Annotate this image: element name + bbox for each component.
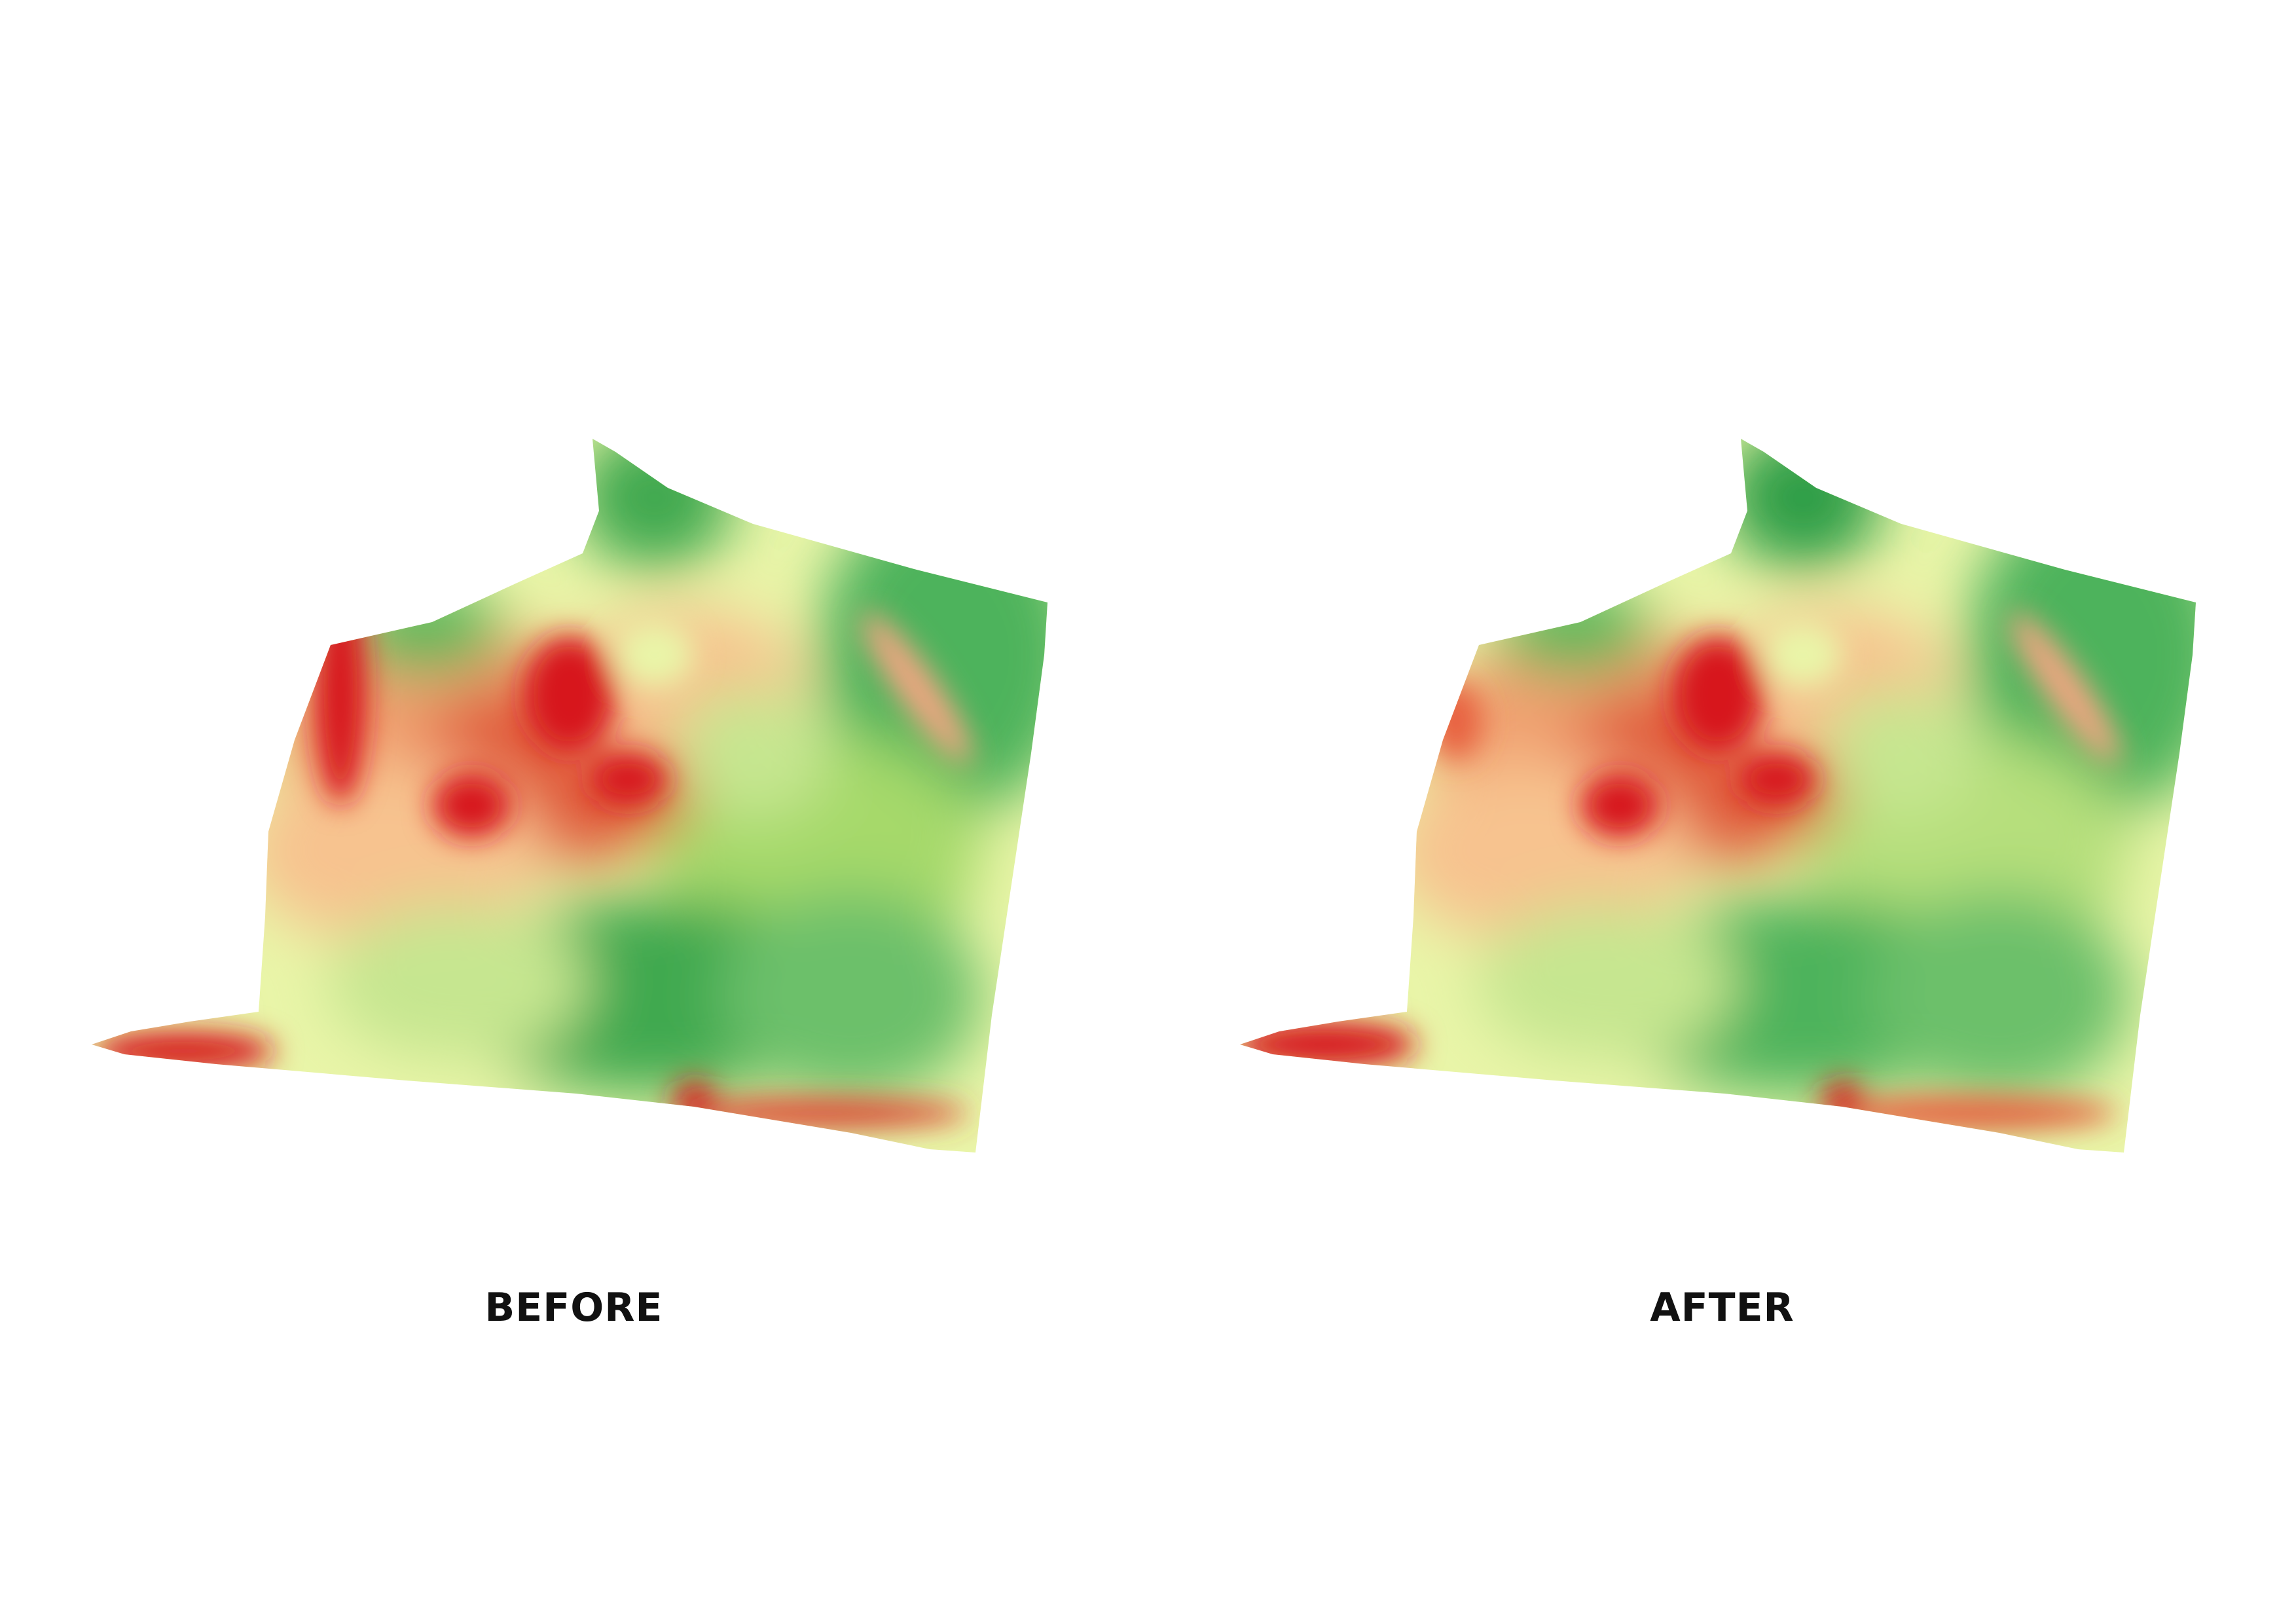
field-map-before [92, 439, 1048, 1153]
panel-before: BEFORE [92, 439, 1048, 1331]
field-map-after [1240, 439, 2196, 1153]
after-label: AFTER [1650, 1285, 1795, 1331]
before-label: BEFORE [484, 1285, 663, 1331]
panel-after: AFTER [1148, 0, 2296, 1624]
